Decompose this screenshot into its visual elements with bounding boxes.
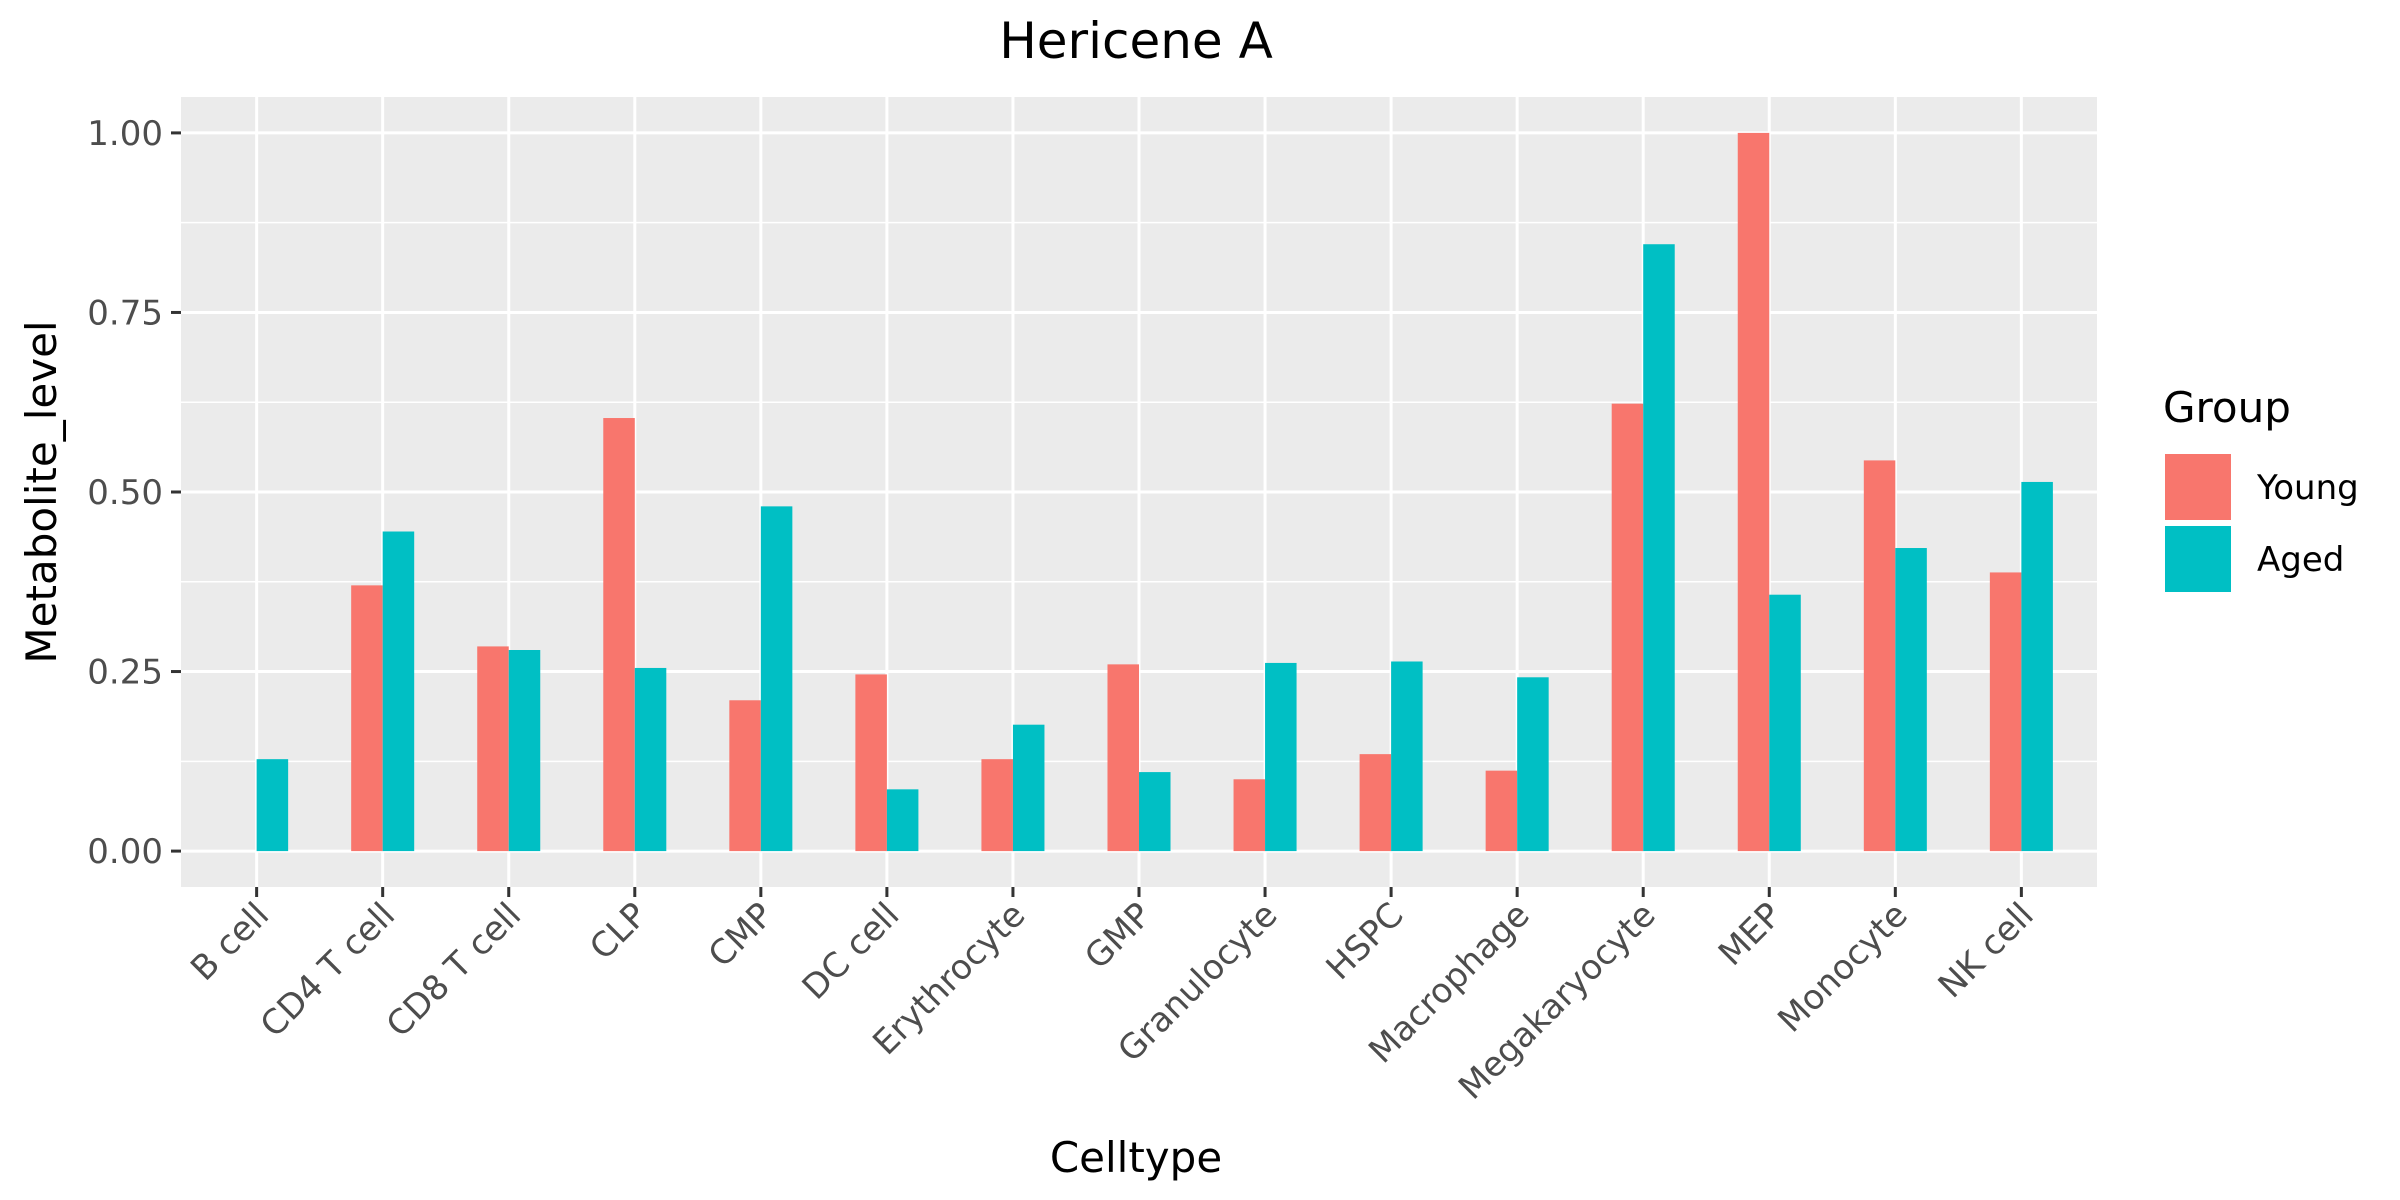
bar-young-nk-cell	[1989, 572, 2022, 852]
bar-young-hspc	[1359, 754, 1392, 852]
bar-young-clp	[603, 418, 635, 852]
bar-young-erythrocyte	[981, 759, 1013, 852]
legend-label-aged: Aged	[2257, 540, 2344, 580]
bar-aged-gmp	[1139, 772, 1171, 852]
x-tick-label: NK cell	[1931, 895, 2042, 1006]
bar-young-monocyte	[1863, 460, 1896, 852]
legend-items: Young Aged	[2165, 454, 2359, 592]
bar-young-gmp	[1107, 664, 1139, 852]
x-tick-label: Monocyte	[1770, 895, 1915, 1040]
bar-aged-dc-cell	[886, 789, 919, 852]
legend-label-young: Young	[2256, 468, 2359, 508]
x-tick-label: CD4 T cell	[253, 895, 403, 1045]
bars	[256, 132, 2053, 852]
bar-young-megakaryocyte	[1611, 403, 1644, 852]
chart-title: Hericene A	[999, 12, 1273, 70]
bar-aged-granulocyte	[1265, 662, 1297, 852]
y-tick-label: 0.75	[87, 293, 163, 333]
bar-young-dc-cell	[855, 674, 887, 852]
x-tick-label: HSPC	[1319, 895, 1412, 988]
legend: Group Young Aged	[2163, 383, 2359, 592]
x-tick-label: MEP	[1711, 895, 1790, 974]
x-tick-label: CLP	[582, 895, 655, 968]
y-tick-label: 0.25	[87, 653, 163, 693]
bar-aged-mep	[1769, 594, 1801, 852]
y-axis-title: Metabolite_level	[17, 320, 66, 663]
bar-aged-hspc	[1391, 661, 1423, 852]
y-tick-label: 0.50	[87, 473, 163, 513]
bar-aged-clp	[634, 667, 667, 852]
bar-aged-monocyte	[1895, 548, 1927, 852]
legend-key-young	[2165, 454, 2231, 520]
x-tick-label: GMP	[1077, 895, 1159, 977]
legend-title: Group	[2163, 383, 2291, 432]
bar-aged-b-cell	[256, 759, 289, 852]
y-tick-label: 1.00	[87, 114, 163, 154]
bar-young-macrophage	[1485, 770, 1518, 852]
x-tick-label: DC cell	[795, 895, 908, 1008]
bar-aged-macrophage	[1517, 677, 1549, 852]
x-tick-label: B cell	[183, 895, 277, 989]
x-tick-label: CMP	[701, 895, 781, 975]
x-axis-title: Celltype	[1050, 1133, 1222, 1182]
bar-aged-cd8-t-cell	[508, 650, 541, 852]
y-tick-label: 0.00	[87, 832, 163, 872]
legend-key-aged	[2165, 526, 2231, 592]
bar-aged-megakaryocyte	[1643, 244, 1675, 852]
bar-aged-nk-cell	[2021, 481, 2053, 852]
bar-young-cd8-t-cell	[477, 646, 509, 852]
y-axis: 0.00 0.25 0.50 0.75 1.00	[87, 114, 181, 872]
bar-young-cmp	[729, 700, 761, 852]
bar-aged-cd4-t-cell	[382, 531, 415, 852]
bar-aged-cmp	[760, 506, 793, 852]
bar-young-mep	[1737, 132, 1770, 852]
x-tick-label: CD8 T cell	[379, 895, 529, 1045]
bar-young-granulocyte	[1233, 779, 1266, 852]
bar-aged-erythrocyte	[1012, 724, 1045, 852]
bar-young-cd4-t-cell	[351, 585, 383, 852]
